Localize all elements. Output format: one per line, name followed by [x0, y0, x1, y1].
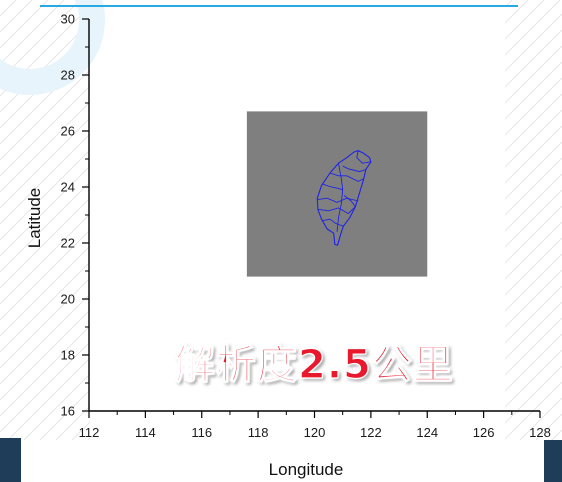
x-tick-label: 116: [191, 425, 212, 440]
y-ticks: 16 18 20 22 24 26 28 30: [61, 12, 89, 419]
y-tick-label: 18: [61, 348, 75, 363]
county-boundary: [356, 150, 371, 164]
x-tick-label: 128: [529, 425, 551, 440]
resolution-banner: 解析度2.5公里: [174, 341, 454, 388]
side-tab-left: [0, 438, 21, 482]
x-ticks: 112 114 116 118 120 122 124 126 128: [79, 411, 551, 440]
x-tick-label: 112: [79, 425, 100, 440]
y-axis-title: Latitude: [25, 188, 44, 249]
y-tick-label: 20: [61, 292, 75, 307]
county-boundary: [336, 163, 344, 232]
y-tick-label: 24: [61, 180, 75, 195]
county-boundary: [317, 197, 359, 203]
x-tick-label: 126: [473, 425, 495, 440]
y-tick-label: 16: [61, 404, 75, 419]
county-boundary: [342, 165, 366, 173]
y-tick-label: 26: [61, 124, 75, 139]
x-tick-label: 120: [304, 425, 326, 440]
x-tick-label: 124: [416, 425, 438, 440]
hatch-pattern-right: [505, 0, 562, 440]
county-boundary: [329, 172, 365, 182]
x-tick-label: 118: [248, 425, 269, 440]
decorative-ring: [0, 0, 105, 95]
x-tick-label: 122: [360, 425, 382, 440]
x-tick-label: 114: [135, 425, 156, 440]
county-boundary: [322, 183, 343, 191]
county-boundary: [318, 206, 356, 215]
island-layer: [316, 150, 372, 246]
side-tab-right: [544, 440, 562, 482]
y-tick-label: 28: [61, 68, 75, 83]
y-tick-label: 22: [61, 236, 75, 251]
county-boundary: [322, 218, 344, 227]
island-outline: [316, 150, 372, 246]
x-axis-title: Longitude: [269, 460, 344, 479]
county-boundary: [343, 195, 356, 207]
y-tick-label: 30: [61, 12, 75, 27]
